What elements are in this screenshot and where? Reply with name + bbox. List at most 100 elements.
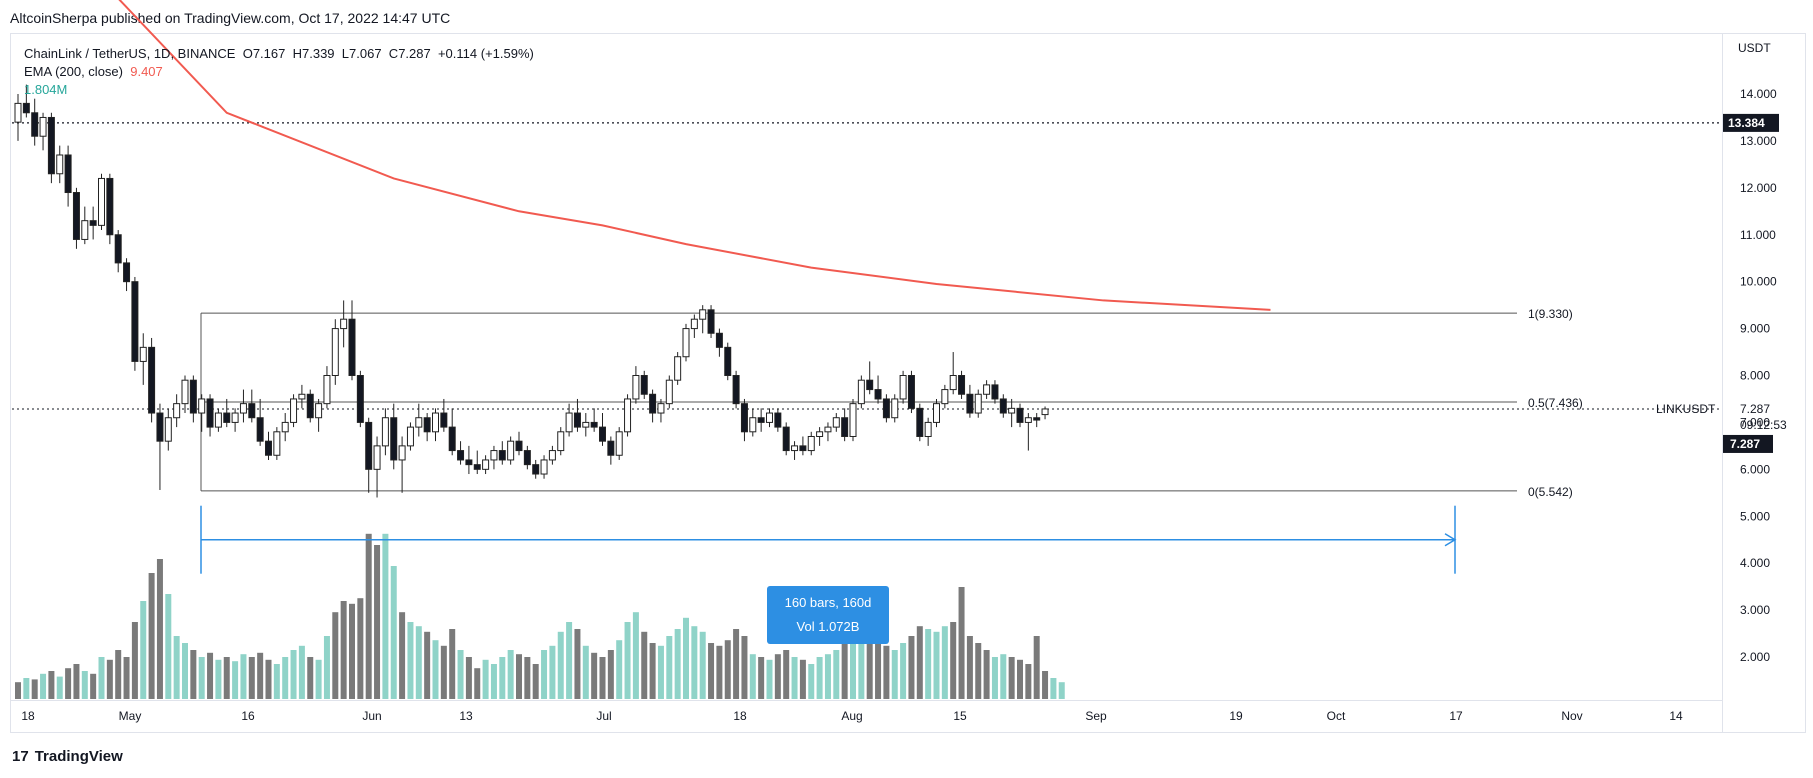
candle-body: [306, 393, 314, 419]
volume-bar: [933, 631, 940, 699]
volume-bar: [148, 573, 155, 699]
candle-body: [490, 450, 498, 461]
volume-bar: [908, 636, 915, 699]
legend-ema-row: EMA (200, close) 9.407: [24, 63, 534, 81]
x-tick-label: 18: [733, 709, 747, 723]
candle-body: [899, 375, 907, 400]
volume-bar: [1025, 664, 1032, 699]
candle-body: [740, 403, 748, 433]
fib-level-label: 0.5(7.436): [1528, 396, 1583, 410]
candle-body: [81, 220, 89, 240]
price-tag-13384: 13.384: [1728, 116, 1765, 130]
candle-body: [707, 309, 715, 334]
volume-bar: [357, 598, 364, 699]
legend-low: 7.067: [349, 46, 382, 61]
volume-bar: [282, 657, 289, 699]
ema-200-line: [118, 0, 1271, 311]
volume-bar: [900, 643, 907, 699]
candle-body: [440, 412, 448, 428]
volume-bar: [691, 626, 698, 699]
volume-bar: [106, 659, 113, 699]
candle-body: [398, 445, 406, 461]
y-tick-label: 14.000: [1740, 87, 1777, 101]
candle-body: [999, 398, 1007, 414]
candle-body: [340, 318, 348, 330]
volume-bar: [23, 678, 30, 699]
candle-body: [983, 384, 991, 395]
volume-bar: [156, 559, 163, 699]
candle-body: [248, 403, 256, 419]
candle-body: [473, 464, 481, 470]
candle-body: [924, 421, 932, 437]
x-tick-label: Nov: [1561, 709, 1582, 723]
candle-body: [331, 328, 339, 377]
volume-bar: [741, 636, 748, 699]
volume-bar: [332, 612, 339, 699]
candle-body: [173, 403, 181, 419]
countdown-label: 09:12:53: [1740, 418, 1787, 432]
volume-bar: [1000, 654, 1007, 699]
volume-bar: [173, 636, 180, 699]
volume-bar: [758, 657, 765, 699]
volume-bar: [766, 659, 773, 699]
legend-symbol[interactable]: ChainLink / TetherUS, 1D, BINANCE: [24, 46, 236, 61]
volume-bar: [1033, 636, 1040, 699]
volume-bar: [248, 657, 255, 699]
volume-bar: [799, 659, 806, 699]
volume-bar: [182, 643, 188, 699]
volume-bar: [791, 657, 798, 699]
volume-bar: [40, 673, 47, 699]
tradingview-logo[interactable]: 17 TradingView: [12, 748, 123, 765]
volume-bar: [1058, 682, 1065, 699]
candle-body: [791, 445, 799, 452]
y-tick-label: 2.000: [1740, 650, 1770, 664]
volume-bar: [591, 652, 598, 699]
candle-body: [507, 440, 515, 461]
volume-bar: [73, 664, 80, 699]
x-tick-label: Oct: [1327, 709, 1346, 723]
volume-bar: [90, 673, 97, 699]
candle-body: [72, 192, 80, 240]
candle-body: [273, 431, 281, 456]
tradingview-logo-text: TradingView: [34, 748, 123, 765]
x-tick-label: 17: [1449, 709, 1463, 723]
volume-bar: [891, 650, 898, 699]
candle-body: [356, 375, 364, 423]
candle-body: [315, 403, 323, 419]
volume-bar: [315, 659, 322, 699]
volume-bar: [883, 645, 890, 699]
candle-body: [1008, 407, 1016, 414]
candle-body: [56, 154, 64, 175]
candle-body: [866, 379, 874, 391]
legend-ema-label[interactable]: EMA (200, close): [24, 64, 123, 79]
legend-change: +0.114 (+1.59%): [437, 46, 534, 61]
volume-bar: [783, 650, 790, 699]
candle-body: [724, 346, 732, 377]
volume-bar: [833, 650, 840, 699]
candle-body: [457, 450, 465, 461]
volume-bar: [340, 601, 347, 699]
candle-body: [782, 426, 790, 452]
x-tick-label: 14: [1669, 709, 1683, 723]
candle-body: [290, 398, 298, 423]
quote-currency-label: USDT: [1738, 41, 1771, 55]
candle-body: [523, 450, 531, 466]
x-tick-label: May: [119, 709, 142, 723]
y-tick-label: 4.000: [1740, 556, 1770, 570]
volume-bar: [198, 657, 205, 699]
candle-body: [206, 398, 214, 428]
volume-bar: [733, 629, 740, 699]
y-tick-label: 10.000: [1740, 275, 1777, 289]
y-tick-label: 3.000: [1740, 603, 1770, 617]
volume-bar: [532, 664, 539, 699]
y-tick-label: 7.000: [1740, 415, 1770, 429]
x-tick-label: 15: [953, 709, 967, 723]
candle-body: [156, 412, 164, 442]
volume-bar: [950, 622, 957, 699]
current-price-tag: 7.287: [1730, 437, 1760, 451]
candle-body: [373, 445, 381, 470]
volume-bar: [440, 645, 447, 699]
volume-bar: [607, 650, 614, 699]
candle-body: [949, 375, 957, 391]
